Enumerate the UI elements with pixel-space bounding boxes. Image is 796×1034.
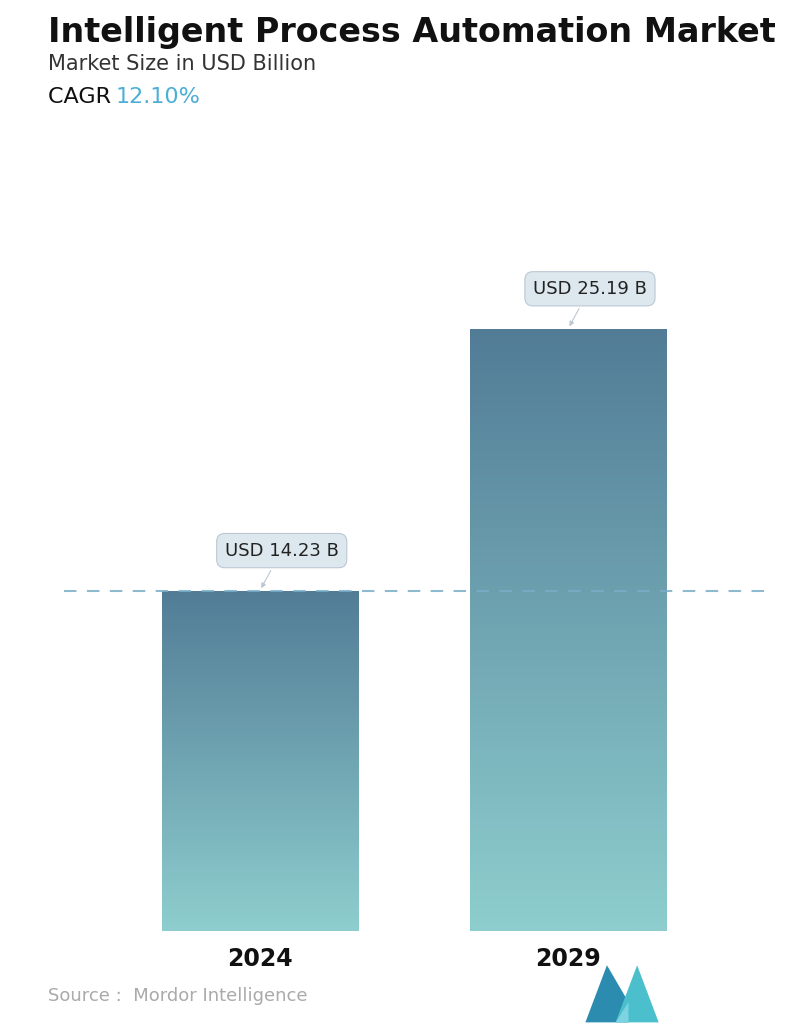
Text: Intelligent Process Automation Market: Intelligent Process Automation Market	[48, 16, 775, 49]
Text: CAGR: CAGR	[48, 87, 125, 107]
Polygon shape	[585, 966, 629, 1023]
Polygon shape	[615, 966, 658, 1023]
Text: USD 14.23 B: USD 14.23 B	[224, 542, 338, 587]
Polygon shape	[615, 1002, 629, 1023]
Text: 12.10%: 12.10%	[115, 87, 201, 107]
Text: Market Size in USD Billion: Market Size in USD Billion	[48, 54, 316, 73]
Text: Source :  Mordor Intelligence: Source : Mordor Intelligence	[48, 987, 307, 1005]
Text: USD 25.19 B: USD 25.19 B	[533, 280, 647, 326]
